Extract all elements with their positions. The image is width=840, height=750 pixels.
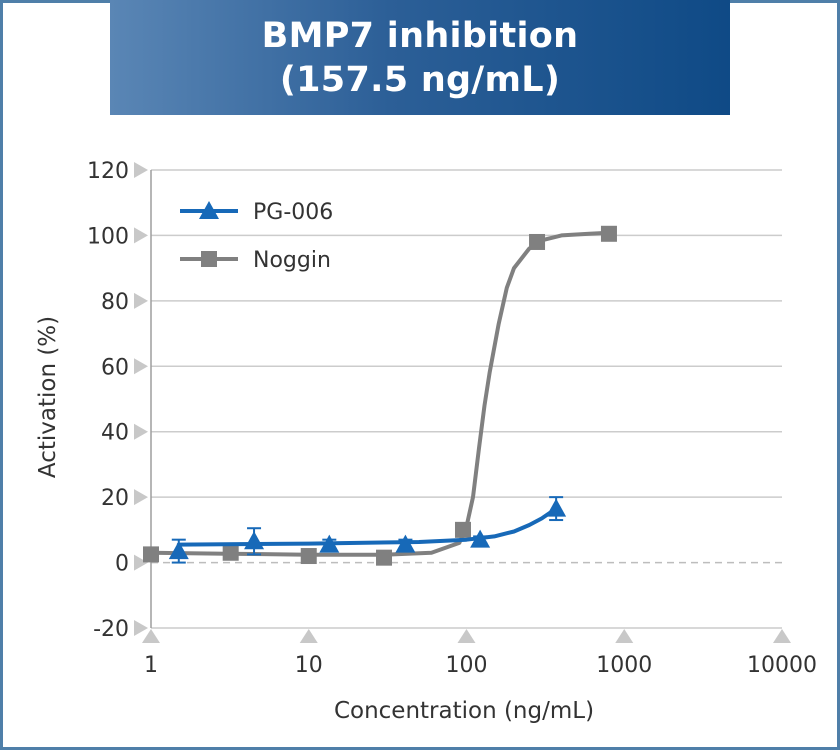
series-line-noggin [149,230,611,557]
data-point-pg-006-4 [470,529,491,548]
chart-title-line-1: BMP7 inhibition [261,15,579,56]
x-tick-marker-10000 [773,629,791,643]
y-tick-label--20: -20 [93,617,129,642]
data-point-noggin-1 [222,544,239,561]
y-tick-label-120: 120 [87,159,129,184]
y-tick-marker-20 [134,489,148,506]
legend-label-pg-006: PG-006 [253,200,333,225]
y-tick-label-60: 60 [101,355,129,380]
x-tick-label-10000: 10000 [747,653,817,678]
legend-label-noggin: Noggin [253,248,331,273]
data-point-noggin-6 [600,225,617,242]
series-layer [143,225,617,566]
series-pg-006 [168,496,567,564]
y-tick-marker-80 [134,292,148,309]
legend-marker-pg-006 [199,201,219,219]
y-tick-marker-120 [134,162,148,178]
data-point-pg-006-0 [168,541,189,560]
y-tick-label-20: 20 [101,486,129,511]
data-point-noggin-3 [376,549,393,566]
x-tick-marker-100 [457,629,476,643]
data-point-noggin-2 [300,548,317,565]
grid-layer [151,169,782,629]
legend-layer: PG-006 Noggin [180,200,333,273]
y-tick-marker-0 [134,554,148,571]
series-line-pg-006 [176,506,559,547]
y-tick-marker-40 [134,423,148,440]
y-tick-label-0: 0 [115,552,129,577]
y-axis-title: Activation (%) [35,316,61,478]
data-point-pg-006-3 [395,534,416,553]
series-noggin [143,225,617,566]
y-tick-label-80: 80 [101,290,129,315]
data-point-noggin-5 [529,233,546,250]
x-tick-label-1: 1 [144,653,158,678]
x-tick-marker-1000 [615,629,634,643]
x-tick-label-1000: 1000 [596,653,652,678]
x-tick-marker-10 [299,629,318,643]
chart-title-banner: BMP7 inhibition (157.5 ng/mL) [110,0,730,115]
y-tick-marker-100 [134,227,148,244]
y-tick-marker-60 [134,358,148,375]
chart-title-line-2: (157.5 ng/mL) [279,59,561,100]
data-point-pg-006-5 [546,498,567,517]
y-tick-label-40: 40 [101,421,129,446]
legend-marker-noggin [201,251,217,267]
x-tick-label-100: 100 [446,653,488,678]
y-tick-marker--20 [134,620,148,636]
x-tick-marker-1 [142,629,160,643]
data-point-pg-006-2 [319,534,340,553]
data-point-noggin-0 [143,546,159,563]
data-point-pg-006-1 [244,531,265,550]
x-tick-label-10: 10 [295,653,323,678]
data-point-noggin-4 [454,521,471,538]
y-tick-label-100: 100 [87,224,129,249]
x-axis-title: Concentration (ng/mL) [334,698,594,724]
